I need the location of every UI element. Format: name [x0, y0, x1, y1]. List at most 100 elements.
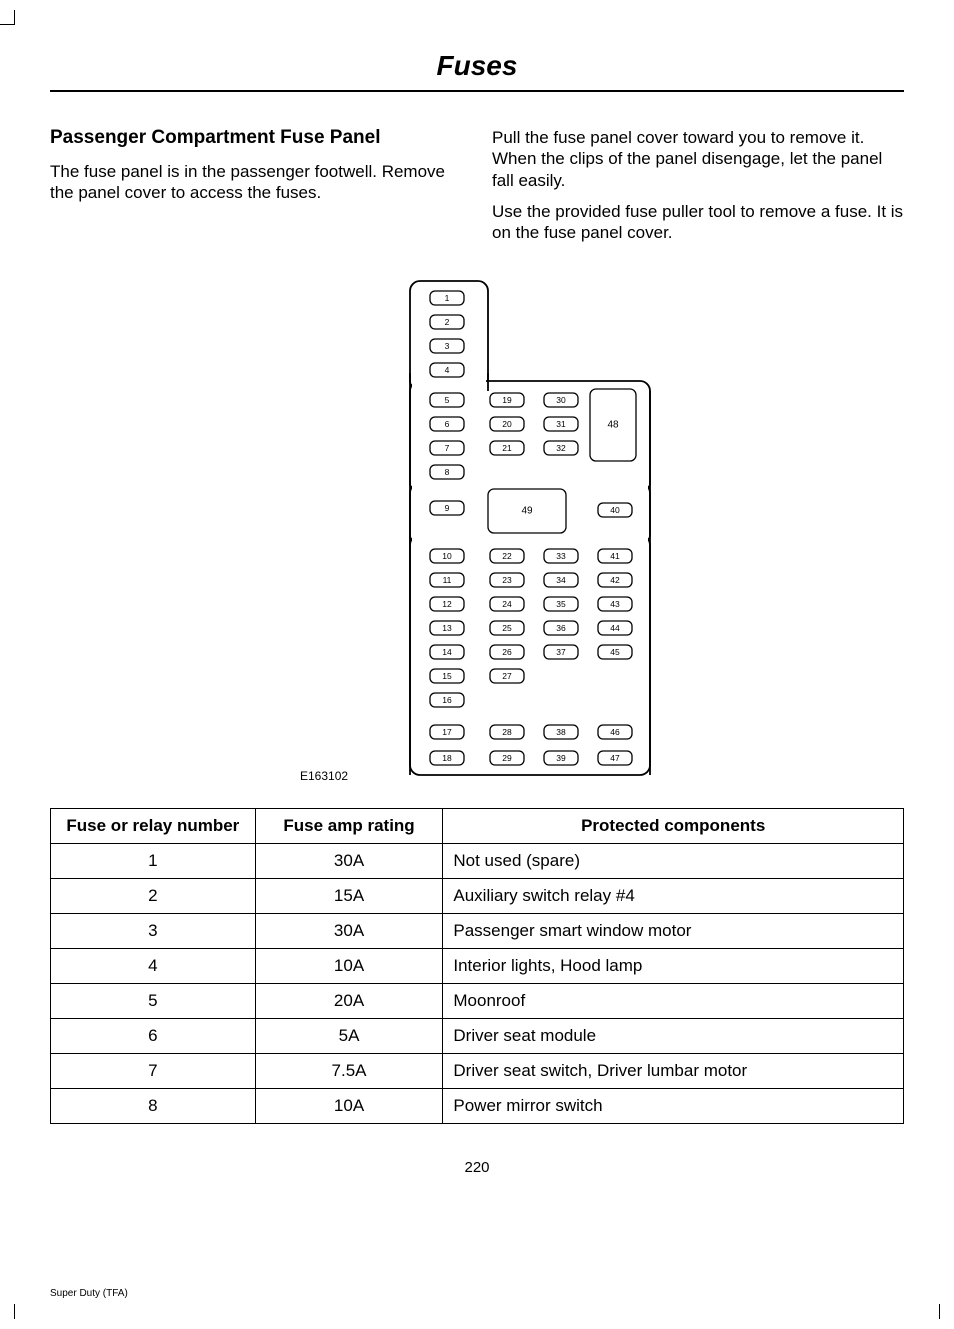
content-columns: Passenger Compartment Fuse Panel The fus…: [50, 127, 904, 253]
table-row: 410AInterior lights, Hood lamp: [51, 949, 904, 984]
fuse-diagram: 1234567891011121314151617181920213031324…: [50, 273, 904, 793]
table-cell: 30A: [255, 914, 443, 949]
svg-text:16: 16: [442, 695, 452, 705]
table-cell: 8: [51, 1089, 256, 1124]
svg-text:12: 12: [442, 599, 452, 609]
svg-text:46: 46: [610, 727, 620, 737]
table-cell: Driver seat module: [443, 1019, 904, 1054]
svg-text:36: 36: [556, 623, 566, 633]
table-cell: 4: [51, 949, 256, 984]
table-header-rating: Fuse amp rating: [255, 809, 443, 844]
page-number: 220: [50, 1159, 904, 1176]
left-column: Passenger Compartment Fuse Panel The fus…: [50, 127, 462, 253]
table-cell: Interior lights, Hood lamp: [443, 949, 904, 984]
svg-text:9: 9: [445, 503, 450, 513]
paragraph-1: The fuse panel is in the passenger footw…: [50, 161, 462, 204]
table-cell: 5: [51, 984, 256, 1019]
svg-text:34: 34: [556, 575, 566, 585]
svg-text:13: 13: [442, 623, 452, 633]
table-header-components: Protected components: [443, 809, 904, 844]
table-cell: 30A: [255, 844, 443, 879]
table-row: 65ADriver seat module: [51, 1019, 904, 1054]
svg-text:32: 32: [556, 443, 566, 453]
fuse-table: Fuse or relay number Fuse amp rating Pro…: [50, 808, 904, 1124]
table-row: 215AAuxiliary switch relay #4: [51, 879, 904, 914]
svg-text:38: 38: [556, 727, 566, 737]
svg-text:31: 31: [556, 419, 566, 429]
table-cell: 3: [51, 914, 256, 949]
svg-text:33: 33: [556, 551, 566, 561]
svg-text:43: 43: [610, 599, 620, 609]
svg-text:44: 44: [610, 623, 620, 633]
table-cell: 7: [51, 1054, 256, 1089]
svg-text:19: 19: [502, 395, 512, 405]
svg-text:4: 4: [445, 365, 450, 375]
section-heading: Passenger Compartment Fuse Panel: [50, 127, 462, 149]
svg-text:25: 25: [502, 623, 512, 633]
crop-mark-br: [939, 1304, 954, 1319]
svg-text:23: 23: [502, 575, 512, 585]
table-cell: 2: [51, 879, 256, 914]
svg-text:2: 2: [445, 317, 450, 327]
svg-text:48: 48: [607, 420, 619, 431]
table-row: 520AMoonroof: [51, 984, 904, 1019]
table-cell: Moonroof: [443, 984, 904, 1019]
table-header-number: Fuse or relay number: [51, 809, 256, 844]
svg-text:15: 15: [442, 671, 452, 681]
table-cell: Not used (spare): [443, 844, 904, 879]
crop-mark-bl: [0, 1304, 15, 1319]
svg-text:49: 49: [521, 506, 533, 517]
svg-text:1: 1: [445, 293, 450, 303]
svg-text:37: 37: [556, 647, 566, 657]
table-cell: 15A: [255, 879, 443, 914]
table-row: 130ANot used (spare): [51, 844, 904, 879]
table-cell: 1: [51, 844, 256, 879]
crop-mark-tl: [0, 10, 15, 25]
svg-text:39: 39: [556, 753, 566, 763]
svg-text:27: 27: [502, 671, 512, 681]
table-cell: Passenger smart window motor: [443, 914, 904, 949]
svg-text:6: 6: [445, 419, 450, 429]
svg-text:10: 10: [442, 551, 452, 561]
svg-text:45: 45: [610, 647, 620, 657]
svg-text:47: 47: [610, 753, 620, 763]
svg-text:35: 35: [556, 599, 566, 609]
table-row: 810APower mirror switch: [51, 1089, 904, 1124]
table-cell: 7.5A: [255, 1054, 443, 1089]
svg-text:28: 28: [502, 727, 512, 737]
svg-text:17: 17: [442, 727, 452, 737]
svg-text:29: 29: [502, 753, 512, 763]
svg-text:30: 30: [556, 395, 566, 405]
fuse-panel-svg: 1234567891011121314151617181920213031324…: [390, 273, 670, 783]
svg-text:22: 22: [502, 551, 512, 561]
paragraph-2: Pull the fuse panel cover toward you to …: [492, 127, 904, 191]
diagram-label: E163102: [300, 769, 348, 783]
page-title: Fuses: [50, 50, 904, 92]
table-cell: Driver seat switch, Driver lumbar motor: [443, 1054, 904, 1089]
table-header-row: Fuse or relay number Fuse amp rating Pro…: [51, 809, 904, 844]
table-row: 77.5ADriver seat switch, Driver lumbar m…: [51, 1054, 904, 1089]
svg-text:26: 26: [502, 647, 512, 657]
table-cell: 20A: [255, 984, 443, 1019]
table-cell: 10A: [255, 1089, 443, 1124]
svg-text:7: 7: [445, 443, 450, 453]
svg-text:24: 24: [502, 599, 512, 609]
svg-text:42: 42: [610, 575, 620, 585]
svg-text:3: 3: [445, 341, 450, 351]
paragraph-3: Use the provided fuse puller tool to rem…: [492, 201, 904, 244]
svg-text:11: 11: [443, 575, 452, 585]
svg-text:5: 5: [445, 395, 450, 405]
footer-text: Super Duty (TFA): [50, 1288, 128, 1299]
table-cell: Auxiliary switch relay #4: [443, 879, 904, 914]
svg-text:8: 8: [445, 467, 450, 477]
right-column: Pull the fuse panel cover toward you to …: [492, 127, 904, 253]
table-row: 330APassenger smart window motor: [51, 914, 904, 949]
table-cell: 5A: [255, 1019, 443, 1054]
svg-text:21: 21: [502, 443, 512, 453]
svg-text:20: 20: [502, 419, 512, 429]
svg-text:40: 40: [610, 505, 620, 515]
svg-text:41: 41: [610, 551, 620, 561]
svg-text:14: 14: [442, 647, 452, 657]
table-cell: 6: [51, 1019, 256, 1054]
table-cell: 10A: [255, 949, 443, 984]
